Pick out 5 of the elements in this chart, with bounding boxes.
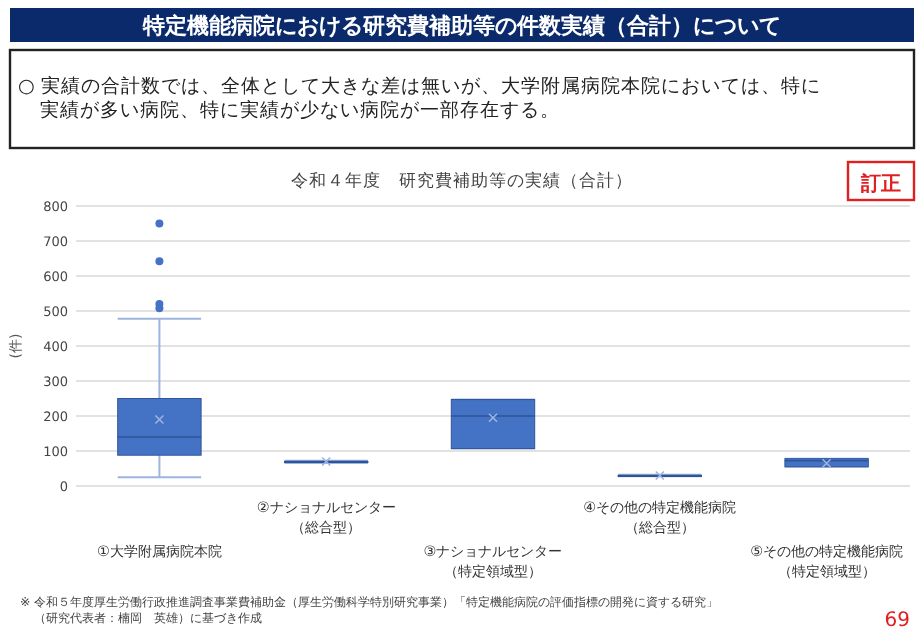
chart-subtitle: 令和４年度 研究費補助等の実績（合計） [291, 170, 633, 192]
text: 69 [884, 610, 910, 632]
text: 訂正 [859, 172, 901, 196]
chart-title: 特定機能病院における研究費補助等の件数実績（合計）について [141, 13, 781, 39]
text: ○ 実績の合計数では、全体として大きな差は無いが、大学附属病院本院においては、特に実績が多い病院、特に実績が少ない病院が一部存在する。 [18, 74, 821, 122]
